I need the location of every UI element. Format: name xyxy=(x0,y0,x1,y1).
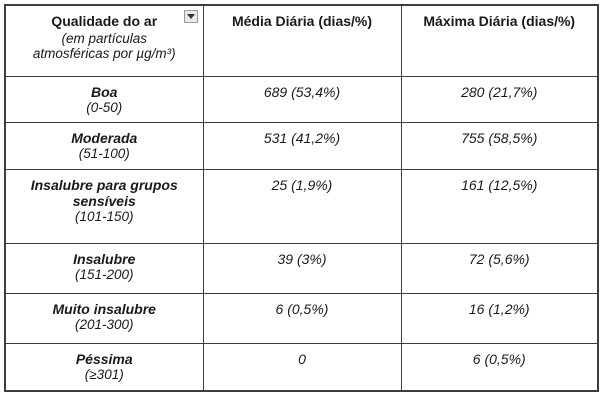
media-value: 0 xyxy=(202,342,402,392)
label-cell: Insalubre para grupos sensíveis (101-150… xyxy=(4,168,204,244)
header-cell-quality: Qualidade do ar (em partículas atmosféri… xyxy=(4,4,204,77)
maxima-value: 16 (1,2%) xyxy=(400,292,599,344)
maxima-value: 280 (21,7%) xyxy=(400,75,599,123)
table-row-moderada: Moderada (51-100) 531 (41,2%) 755 (58,5%… xyxy=(4,121,599,170)
table-row-insalubre: Insalubre (151-200) 39 (3%) 72 (5,6%) xyxy=(4,242,599,294)
table-row-muito-insalubre: Muito insalubre (201-300) 6 (0,5%) 16 (1… xyxy=(4,292,599,344)
media-value: 531 (41,2%) xyxy=(202,121,402,170)
header-cell-media: Média Diária (dias/%) xyxy=(202,4,402,77)
row-label: Péssima xyxy=(75,350,133,367)
col1-subtitle-line2: atmosféricas por µg/m³) xyxy=(32,46,176,61)
table-row-boa: Boa (0-50) 689 (53,4%) 280 (21,7%) xyxy=(4,75,599,123)
media-value: 39 (3%) xyxy=(202,242,402,294)
maxima-value: 6 (0,5%) xyxy=(400,342,599,392)
media-value: 6 (0,5%) xyxy=(202,292,402,344)
label-cell: Moderada (51-100) xyxy=(4,121,204,170)
table-row-pessima: Péssima (≥301) 0 6 (0,5%) xyxy=(4,342,599,392)
col1-title: Qualidade do ar xyxy=(51,13,158,29)
maxima-value: 161 (12,5%) xyxy=(400,168,599,244)
maxima-value: 755 (58,5%) xyxy=(400,121,599,170)
row-range: (51-100) xyxy=(78,145,130,161)
media-value: 689 (53,4%) xyxy=(202,75,402,123)
header-row: Qualidade do ar (em partículas atmosféri… xyxy=(4,4,599,77)
row-range: (201-300) xyxy=(74,316,134,332)
row-label: Moderada xyxy=(71,129,138,146)
row-label: Insalubre xyxy=(73,250,136,267)
row-range: (151-200) xyxy=(74,266,134,282)
col1-subtitle-line1: (em partículas xyxy=(61,31,148,46)
table-row-insalubre-grupos-sensiveis: Insalubre para grupos sensíveis (101-150… xyxy=(4,168,599,244)
row-range: (0-50) xyxy=(86,99,123,115)
filter-dropdown-icon xyxy=(186,14,195,19)
label-cell: Muito insalubre (201-300) xyxy=(4,292,204,344)
row-range: (≥301) xyxy=(84,366,124,382)
header-cell-maxima: Máxima Diária (dias/%) xyxy=(400,4,599,77)
air-quality-table: Qualidade do ar (em partículas atmosféri… xyxy=(4,4,599,392)
row-label: Boa xyxy=(91,83,118,100)
row-label: Insalubre para grupos sensíveis xyxy=(30,176,178,209)
media-value: 25 (1,9%) xyxy=(202,168,402,244)
label-cell: Boa (0-50) xyxy=(4,75,204,123)
filter-dropdown-button[interactable] xyxy=(183,10,198,23)
label-cell: Péssima (≥301) xyxy=(4,342,204,392)
row-label: Muito insalubre xyxy=(52,300,156,317)
label-cell: Insalubre (151-200) xyxy=(4,242,204,294)
maxima-value: 72 (5,6%) xyxy=(400,242,599,294)
row-range: (101-150) xyxy=(74,208,134,224)
